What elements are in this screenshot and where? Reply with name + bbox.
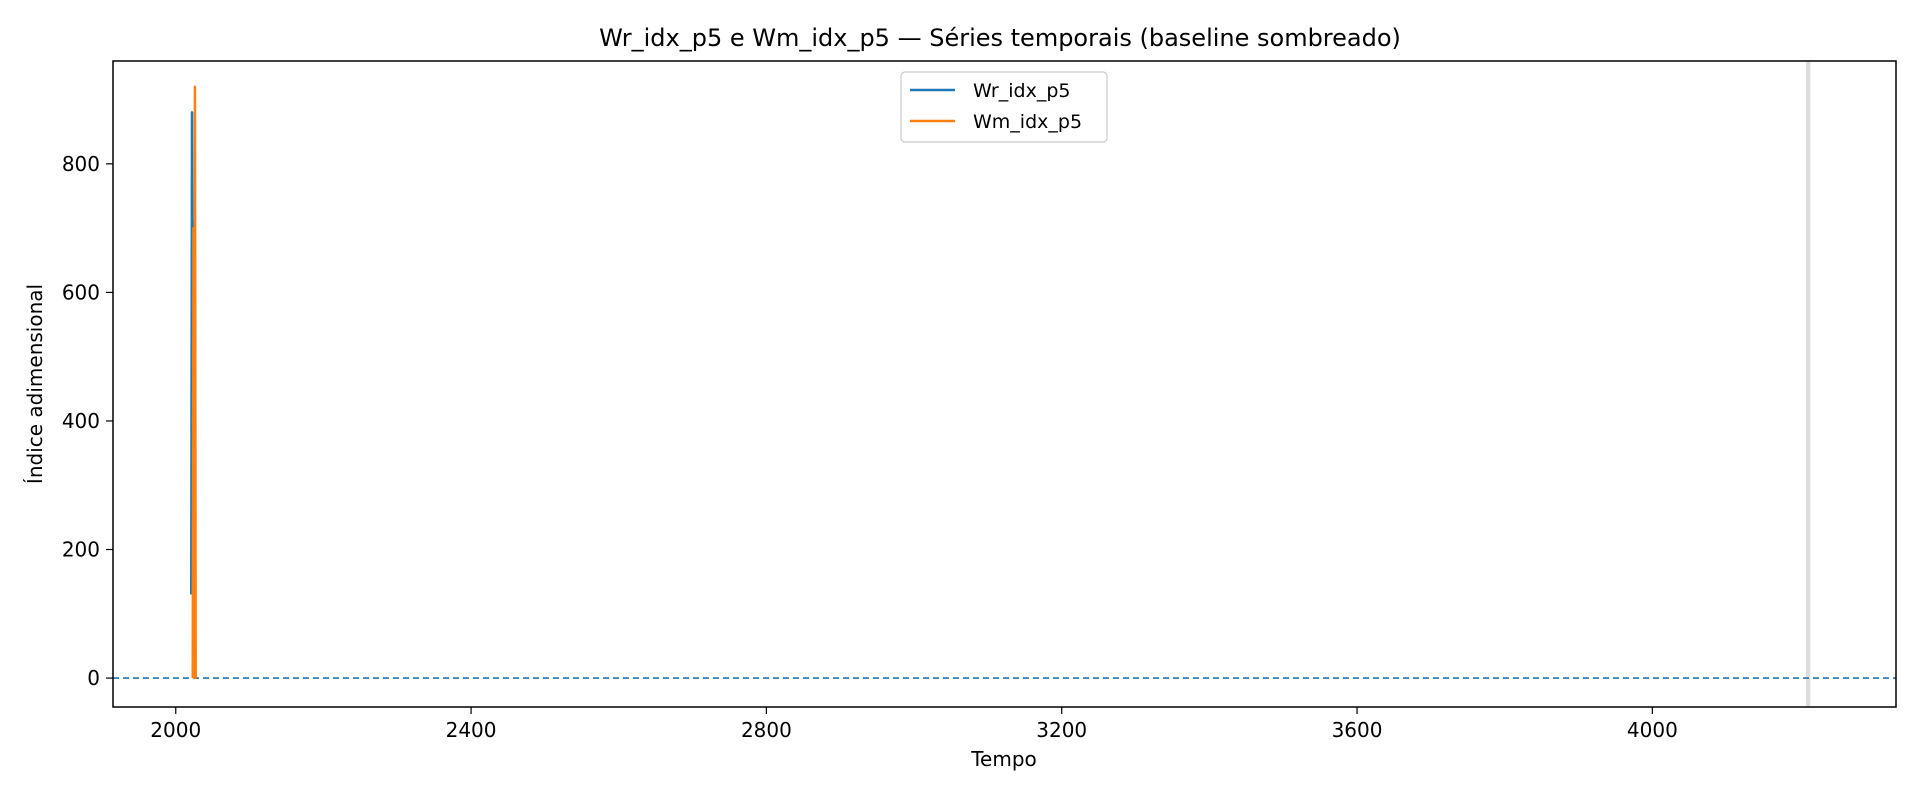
x-tick-label: 3200 — [1036, 718, 1087, 742]
y-tick-label: 600 — [62, 280, 100, 304]
y-tick-label: 400 — [62, 409, 100, 433]
series-lines — [190, 85, 197, 680]
x-tick-label: 3600 — [1332, 718, 1383, 742]
x-tick-label: 2000 — [150, 718, 201, 742]
x-tick-label: 4000 — [1627, 718, 1678, 742]
legend-label-wm: Wm_idx_p5 — [973, 111, 1082, 133]
x-axis-label: Tempo — [970, 747, 1037, 771]
x-tick-label: 2800 — [741, 718, 792, 742]
y-tick-label: 800 — [62, 152, 100, 176]
baseline-shaded-regions — [1805, 61, 1811, 707]
y-axis-ticks: 0 200 400 600 800 — [62, 152, 113, 690]
legend-label-wr: Wr_idx_p5 — [973, 80, 1070, 102]
plot-area-frame — [112, 60, 1897, 708]
x-axis-ticks: 2000 2400 2800 3200 3600 4000 — [150, 707, 1678, 742]
y-axis-label: Índice adimensional — [23, 284, 47, 484]
chart-title: Wr_idx_p5 e Wm_idx_p5 — Séries temporais… — [599, 24, 1401, 52]
x-tick-label: 2400 — [446, 718, 497, 742]
y-tick-label: 200 — [62, 538, 100, 562]
y-tick-label: 0 — [87, 666, 100, 690]
legend: Wr_idx_p5 Wm_idx_p5 — [900, 71, 1108, 143]
shaded-region-0 — [1805, 61, 1811, 707]
series-line-wm-idx-p5 — [191, 85, 197, 680]
